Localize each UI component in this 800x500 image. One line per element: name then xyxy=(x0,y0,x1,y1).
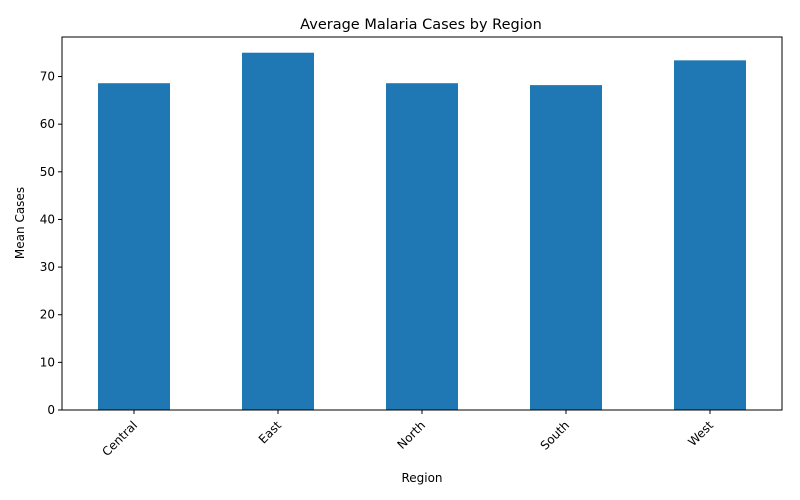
y-tick-label: 70 xyxy=(40,70,55,84)
y-tick-label: 60 xyxy=(40,117,55,131)
y-tick-label: 10 xyxy=(40,355,55,369)
y-axis-title: Mean Cases xyxy=(13,187,27,259)
x-axis: Central East North South West xyxy=(99,410,716,459)
y-tick-label: 30 xyxy=(40,260,55,274)
bar-north xyxy=(386,83,458,410)
y-tick-label: 50 xyxy=(40,165,55,179)
bar-central xyxy=(98,83,170,410)
plot-frame xyxy=(61,36,783,411)
x-tick-label: West xyxy=(685,418,716,449)
y-tick-label: 20 xyxy=(40,308,55,322)
bar-east xyxy=(242,52,314,410)
bar-west xyxy=(674,60,746,410)
x-axis-title: Region xyxy=(401,471,442,485)
bars-group xyxy=(98,52,746,411)
x-tick-label: Central xyxy=(99,418,140,459)
x-tick-label: South xyxy=(538,418,573,453)
y-tick-label: 40 xyxy=(40,212,55,226)
x-tick-label: East xyxy=(256,418,284,446)
bar-south xyxy=(530,85,602,411)
x-tick-label: North xyxy=(394,418,428,452)
y-axis: 0 10 20 30 40 50 60 70 xyxy=(40,70,62,417)
chart-title: Average Malaria Cases by Region xyxy=(300,17,542,33)
y-tick-label: 0 xyxy=(47,403,55,417)
